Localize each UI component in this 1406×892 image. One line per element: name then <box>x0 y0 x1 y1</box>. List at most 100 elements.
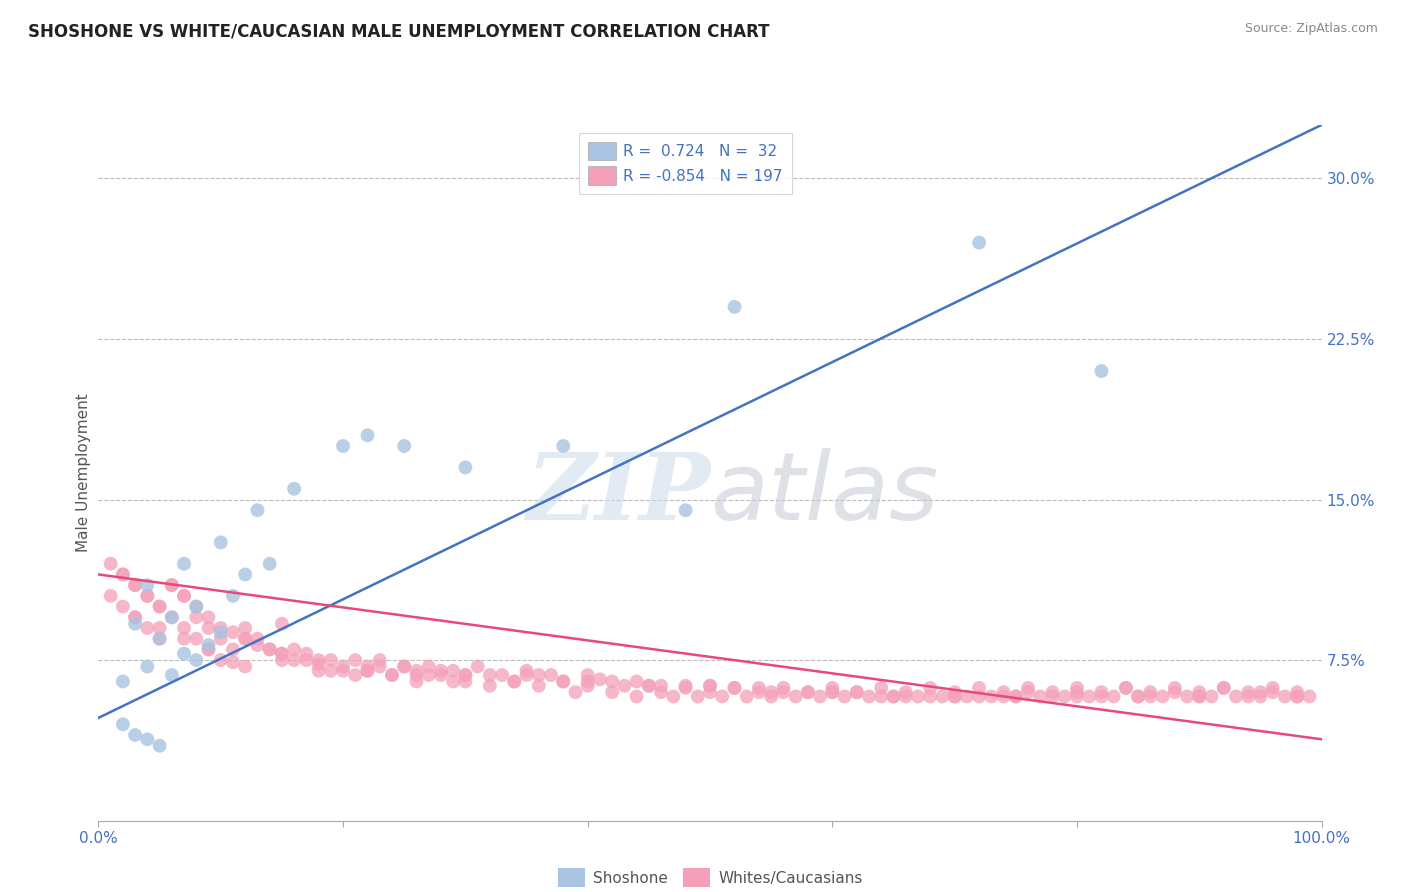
Point <box>111 567 134 582</box>
Point <box>1286 685 1309 699</box>
Point <box>136 621 159 635</box>
Point <box>270 647 294 661</box>
Point <box>124 728 146 742</box>
Point <box>160 578 183 592</box>
Point <box>405 668 427 682</box>
Point <box>626 674 648 689</box>
Point <box>222 655 245 669</box>
Legend: Shoshone, Whites/Caucasians: Shoshone, Whites/Caucasians <box>551 863 869 892</box>
Point <box>576 679 599 693</box>
Point <box>772 685 794 699</box>
Point <box>491 668 513 682</box>
Point <box>675 503 697 517</box>
Point <box>503 674 526 689</box>
Point <box>748 685 770 699</box>
Point <box>553 439 575 453</box>
Text: SHOSHONE VS WHITE/CAUCASIAN MALE UNEMPLOYMENT CORRELATION CHART: SHOSHONE VS WHITE/CAUCASIAN MALE UNEMPLO… <box>28 22 769 40</box>
Point <box>186 599 208 614</box>
Point <box>149 632 172 646</box>
Point <box>246 503 269 517</box>
Point <box>111 717 134 731</box>
Point <box>1298 690 1320 704</box>
Point <box>233 632 256 646</box>
Point <box>699 679 721 693</box>
Point <box>392 439 416 453</box>
Point <box>1066 685 1088 699</box>
Point <box>1249 685 1271 699</box>
Point <box>1212 681 1234 695</box>
Point <box>686 690 709 704</box>
Point <box>136 578 159 592</box>
Point <box>1237 690 1260 704</box>
Point <box>418 668 440 682</box>
Point <box>308 657 330 672</box>
Point <box>283 482 305 496</box>
Point <box>1042 690 1064 704</box>
Point <box>136 589 159 603</box>
Point <box>1139 685 1161 699</box>
Point <box>173 557 195 571</box>
Point <box>136 732 159 747</box>
Point <box>124 610 146 624</box>
Point <box>100 557 122 571</box>
Point <box>478 668 501 682</box>
Point <box>1042 685 1064 699</box>
Point <box>834 690 856 704</box>
Point <box>149 599 172 614</box>
Point <box>430 664 453 678</box>
Point <box>894 685 917 699</box>
Point <box>197 642 219 657</box>
Point <box>662 690 685 704</box>
Point <box>454 668 477 682</box>
Point <box>454 668 477 682</box>
Point <box>883 690 905 704</box>
Point <box>967 690 990 704</box>
Point <box>1090 364 1112 378</box>
Point <box>699 679 721 693</box>
Point <box>405 664 427 678</box>
Point <box>576 674 599 689</box>
Point <box>1004 690 1026 704</box>
Point <box>149 632 172 646</box>
Point <box>1152 690 1174 704</box>
Point <box>418 659 440 673</box>
Point <box>186 599 208 614</box>
Point <box>197 621 219 635</box>
Point <box>821 685 844 699</box>
Point <box>956 690 979 704</box>
Point <box>931 690 953 704</box>
Point <box>1188 690 1211 704</box>
Point <box>222 625 245 640</box>
Point <box>540 668 562 682</box>
Point <box>1078 690 1101 704</box>
Point <box>149 599 172 614</box>
Point <box>515 668 537 682</box>
Point <box>124 578 146 592</box>
Point <box>259 557 281 571</box>
Point <box>136 589 159 603</box>
Point <box>124 616 146 631</box>
Point <box>1029 690 1052 704</box>
Point <box>1139 690 1161 704</box>
Point <box>503 674 526 689</box>
Point <box>527 679 550 693</box>
Point <box>1115 681 1137 695</box>
Point <box>808 690 831 704</box>
Point <box>723 681 745 695</box>
Point <box>711 690 734 704</box>
Point <box>1175 690 1198 704</box>
Point <box>173 621 195 635</box>
Point <box>319 664 342 678</box>
Point <box>626 690 648 704</box>
Point <box>907 690 929 704</box>
Point <box>797 685 820 699</box>
Point <box>270 653 294 667</box>
Point <box>283 642 305 657</box>
Point <box>149 739 172 753</box>
Point <box>209 535 232 549</box>
Point <box>1274 690 1296 704</box>
Point <box>233 567 256 582</box>
Point <box>1225 690 1247 704</box>
Point <box>761 690 783 704</box>
Point <box>1164 681 1187 695</box>
